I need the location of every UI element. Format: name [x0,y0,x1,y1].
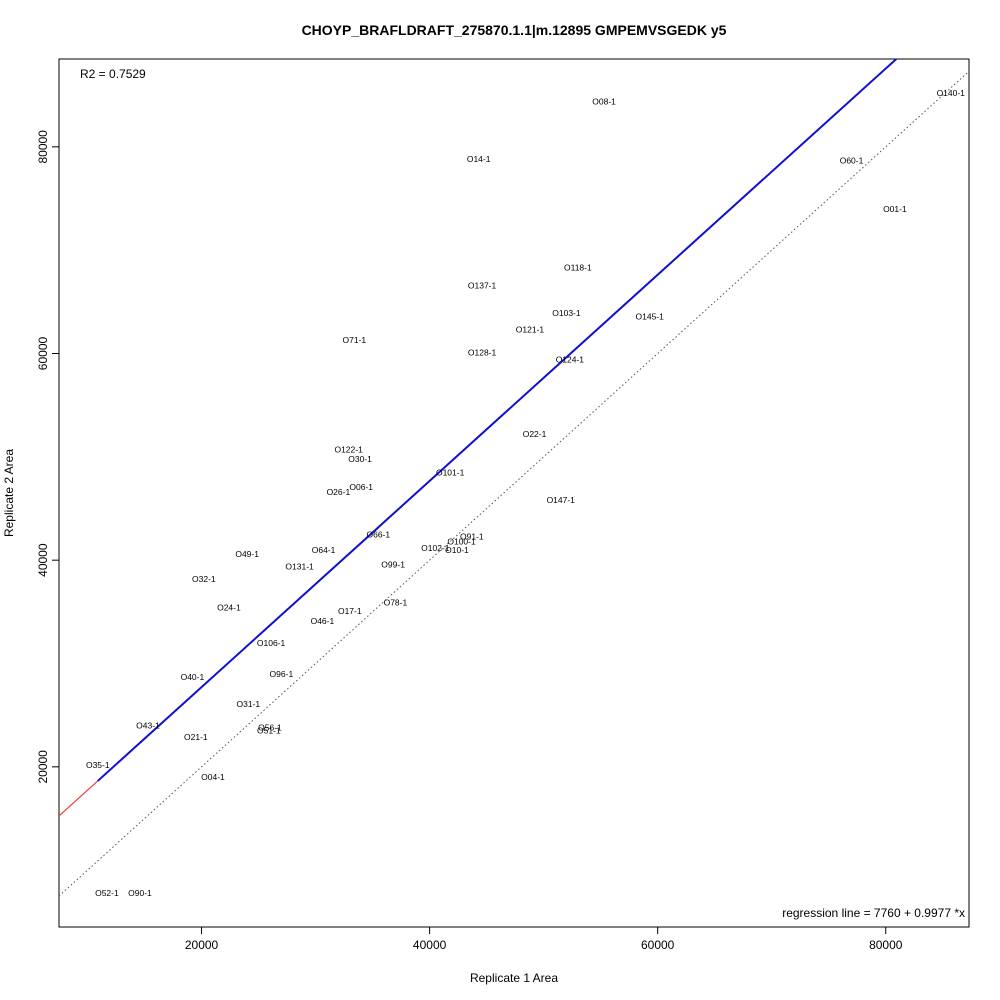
point-label: O26-1 [327,487,351,497]
point-label: O71-1 [343,335,367,345]
point-label: O56-1 [258,723,282,733]
point-label: O137-1 [468,280,497,290]
regression-annotation: regression line = 7760 + 0.9977 *x [782,906,965,920]
x-axis-title: Replicate 1 Area [470,971,558,985]
point-label: O40-1 [181,672,205,682]
point-label: O21-1 [184,732,208,742]
point-label: O91-1 [460,531,484,541]
point-label: O121-1 [516,325,545,335]
point-label: O66-1 [366,529,390,539]
point-label: O99-1 [381,559,405,569]
x-tick-label: 20000 [185,938,219,952]
point-label: O124-1 [556,355,585,365]
point-label: O01-1 [883,204,907,214]
y-tick-label: 40000 [36,543,50,577]
point-label: O60-1 [840,155,864,165]
point-label: O24-1 [217,603,241,613]
point-label: O10-1 [445,545,469,555]
r2-annotation: R2 = 0.7529 [80,67,146,81]
point-label: O51-1 [257,726,281,736]
point-label: O100-1 [447,537,476,547]
x-tick-label: 60000 [641,938,675,952]
point-label: O64-1 [312,545,336,555]
point-label: O43-1 [136,721,160,731]
point-label: O101-1 [436,467,465,477]
identity-line [59,71,969,897]
point-label: O90-1 [128,888,152,898]
plot-area [59,59,969,897]
fit-line-blue [97,59,898,782]
point-label: O106-1 [257,638,286,648]
point-label: O49-1 [235,549,259,559]
x-tick-label: 80000 [869,938,903,952]
y-tick-label: 20000 [36,750,50,784]
y-axis-title: Replicate 2 Area [2,449,16,537]
point-label: O103-1 [552,308,581,318]
point-label: O122-1 [334,445,363,455]
point-label: O22-1 [523,429,547,439]
chart-title: CHOYP_BRAFLDRAFT_275870.1.1|m.12895 GMPE… [302,22,727,38]
y-tick-label: 60000 [36,336,50,370]
point-label: O147-1 [547,495,576,505]
point-label: O145-1 [636,311,665,321]
point-label: O52-1 [95,888,119,898]
point-label: O08-1 [592,96,616,106]
point-label: O140-1 [937,88,966,98]
point-label: O46-1 [311,616,335,626]
point-label: O32-1 [192,574,216,584]
y-tick-label: 80000 [36,130,50,164]
point-label: O78-1 [384,598,408,608]
point-label: O96-1 [270,669,294,679]
point-label: O06-1 [349,482,373,492]
point-label: O14-1 [467,154,491,164]
point-label: O118-1 [564,263,592,273]
x-tick-label: 40000 [413,938,447,952]
plot-frame [58,58,970,928]
point-label: O31-1 [236,699,260,709]
point-label: O128-1 [468,347,497,357]
point-label: O35-1 [86,760,110,770]
point-label: O102-1 [421,543,450,553]
point-label: O17-1 [338,606,362,616]
point-label: O04-1 [201,772,225,782]
point-label: O131-1 [285,561,314,571]
point-label: O30-1 [348,454,372,464]
